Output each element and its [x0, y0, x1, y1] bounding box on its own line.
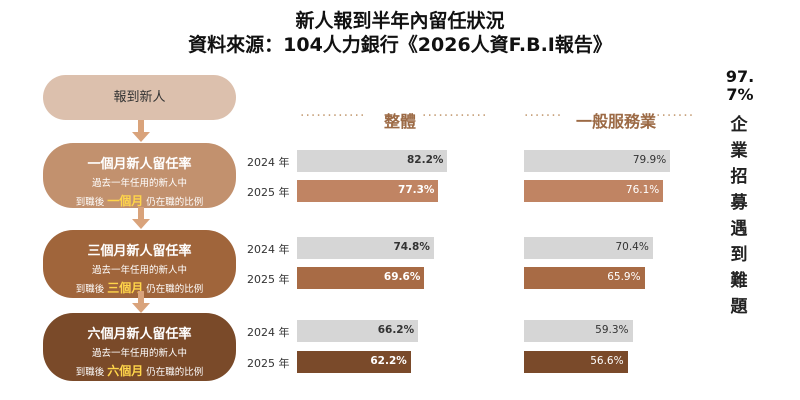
year-label: 2024 年	[247, 324, 290, 340]
stage-highlight: 六個月	[107, 364, 143, 378]
year-label: 2025 年	[247, 184, 290, 200]
data-label: 69.6%	[360, 271, 420, 283]
side-vertical-text: 企業招募遇到難題	[728, 112, 750, 320]
data-label: 77.3%	[374, 184, 434, 196]
divider-dots: ·······	[524, 108, 562, 124]
flow-arrow-icon	[132, 303, 150, 313]
divider-dots: ·······	[656, 108, 694, 124]
flow-start-pill: 報到新人	[43, 75, 236, 120]
side-percent-1: 97.	[720, 68, 760, 86]
data-label: 79.9%	[606, 154, 666, 166]
stage-title: 三個月新人留任率	[43, 240, 236, 259]
data-label: 74.8%	[370, 241, 430, 253]
data-label: 56.6%	[564, 355, 624, 367]
year-label: 2025 年	[247, 271, 290, 287]
side-percent: 97. 7%	[720, 68, 760, 104]
stage-post: 仍在職的比例	[146, 367, 203, 378]
flow-start-label: 報到新人	[113, 90, 165, 105]
flow-stage-1m: 一個月新人留任率 過去一年任用的新人中 到職後 一個月 仍在職的比例	[43, 143, 236, 208]
stage-highlight: 一個月	[107, 194, 143, 208]
stage-desc-2: 到職後 六個月 仍在職的比例	[43, 362, 236, 379]
data-label: 76.1%	[599, 184, 659, 196]
group-heading-service: 一般服務業	[576, 108, 656, 132]
chart-title: 新人報到半年內留任狀況	[0, 6, 800, 33]
year-label: 2024 年	[247, 154, 290, 170]
data-label: 62.2%	[347, 355, 407, 367]
side-char: 遇	[728, 216, 750, 242]
stage-desc: 過去一年任用的新人中	[43, 262, 236, 276]
side-char: 企	[728, 112, 750, 138]
stage-post: 仍在職的比例	[146, 197, 203, 208]
flow-arrow-icon	[132, 132, 150, 142]
data-label: 59.3%	[569, 324, 629, 336]
stage-desc: 過去一年任用的新人中	[43, 345, 236, 359]
side-char: 招	[728, 164, 750, 190]
stage-post: 仍在職的比例	[146, 284, 203, 295]
stage-pre: 到職後	[76, 284, 105, 295]
data-label: 66.2%	[354, 324, 414, 336]
flow-stage-3m: 三個月新人留任率 過去一年任用的新人中 到職後 三個月 仍在職的比例	[43, 230, 236, 298]
divider-dots: ············	[300, 108, 365, 124]
year-label: 2025 年	[247, 355, 290, 371]
chart-source: 資料來源：104人力銀行《2026人資F.B.I報告》	[0, 30, 800, 57]
side-char: 到	[728, 242, 750, 268]
stage-desc: 過去一年任用的新人中	[43, 175, 236, 189]
stage-pre: 到職後	[76, 367, 105, 378]
year-label: 2024 年	[247, 241, 290, 257]
stage-pre: 到職後	[76, 197, 105, 208]
divider-dots: ············	[422, 108, 487, 124]
data-label: 82.2%	[383, 154, 443, 166]
side-char: 募	[728, 190, 750, 216]
stage-title: 一個月新人留任率	[43, 153, 236, 172]
stage-title: 六個月新人留任率	[43, 323, 236, 342]
side-char: 難	[728, 268, 750, 294]
flow-arrow-icon	[132, 219, 150, 229]
side-char: 業	[728, 138, 750, 164]
flow-stage-6m: 六個月新人留任率 過去一年任用的新人中 到職後 六個月 仍在職的比例	[43, 313, 236, 381]
group-heading-overall: 整體	[384, 108, 416, 132]
side-percent-2: 7%	[720, 86, 760, 104]
side-char: 題	[728, 294, 750, 320]
data-label: 70.4%	[589, 241, 649, 253]
data-label: 65.9%	[581, 271, 641, 283]
